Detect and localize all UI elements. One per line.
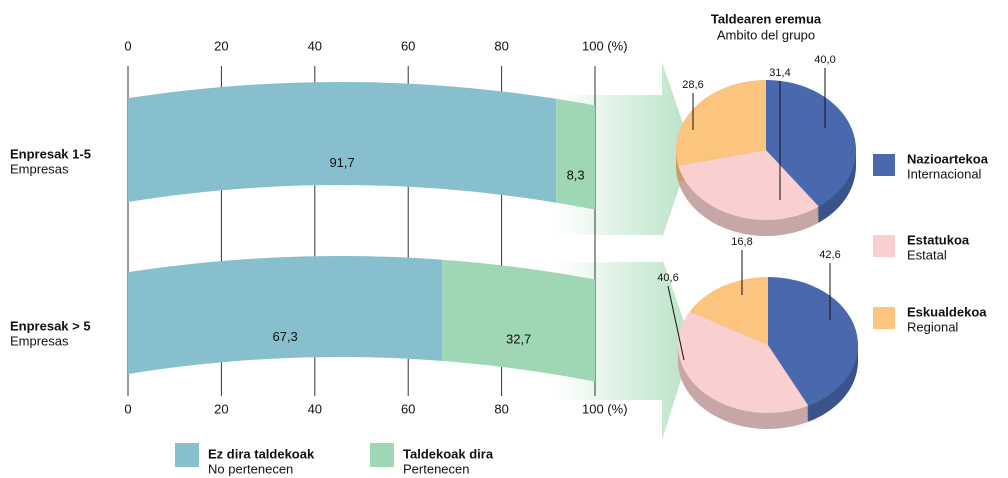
bar-segment: [556, 98, 595, 210]
value-label: 16,8: [731, 236, 752, 248]
legend-label: Estatukoa: [907, 232, 970, 247]
legend-swatch: [873, 307, 895, 329]
leader-line: [667, 285, 685, 361]
x-tick-label: 20: [214, 401, 228, 416]
category-sublabel: Empresas: [10, 161, 69, 176]
bar-segment: [128, 82, 557, 203]
legend-swatch: [873, 235, 895, 257]
value-label: 8,3: [567, 167, 585, 182]
x-tick-label: 40: [308, 401, 322, 416]
category-label: Enpresak 1-5: [10, 146, 91, 161]
x-tick-label: 20: [214, 38, 228, 53]
x-tick-label: 60: [401, 38, 415, 53]
pie-slice: [676, 80, 766, 166]
value-label: 32,7: [506, 332, 531, 347]
value-label: 31,4: [769, 67, 790, 79]
legend-swatch: [370, 443, 394, 467]
legend-label: Eskualdekoa: [907, 304, 987, 319]
x-tick-label: 60: [401, 401, 415, 416]
pie-slice: [689, 277, 768, 345]
legend-sublabel: Pertenecen: [403, 461, 470, 476]
value-label: 40,0: [814, 54, 835, 66]
x-tick-label: 0: [124, 38, 131, 53]
legend-sublabel: Regional: [907, 319, 958, 334]
bar-segment: [128, 256, 443, 374]
x-tick-label: 100 (%): [582, 38, 628, 53]
x-tick-label: 80: [494, 401, 508, 416]
bar-segment: [442, 259, 595, 382]
pie-title: Taldearen eremua: [711, 11, 822, 26]
legend-sublabel: Estatal: [907, 247, 947, 262]
legend-label: Ez dira taldekoak: [208, 446, 315, 461]
x-tick-label: 80: [494, 38, 508, 53]
legend-sublabel: No pertenecen: [208, 461, 293, 476]
x-tick-label: 100 (%): [582, 401, 628, 416]
value-label: 67,3: [272, 329, 297, 344]
category-sublabel: Empresas: [10, 333, 69, 348]
category-label: Enpresak > 5: [10, 318, 91, 333]
pie-slice: [678, 150, 819, 220]
legend-swatch: [175, 443, 199, 467]
x-tick-label: 0: [124, 401, 131, 416]
x-tick-label: 40: [308, 38, 322, 53]
value-label: 42,6: [819, 249, 840, 261]
pie-slice: [766, 80, 857, 207]
legend-label: Nazioartekoa: [907, 151, 989, 166]
legend-label: Taldekoak dira: [403, 446, 494, 461]
pie-slice: [768, 277, 859, 406]
legend-sublabel: Internacional: [907, 166, 982, 181]
legend-swatch: [873, 154, 895, 176]
pie-subtitle: Ambito del grupo: [717, 27, 815, 42]
pie-slice: [677, 311, 809, 414]
value-label: 40,6: [657, 272, 678, 284]
value-label: 91,7: [329, 155, 354, 170]
value-label: 28,6: [682, 79, 703, 91]
